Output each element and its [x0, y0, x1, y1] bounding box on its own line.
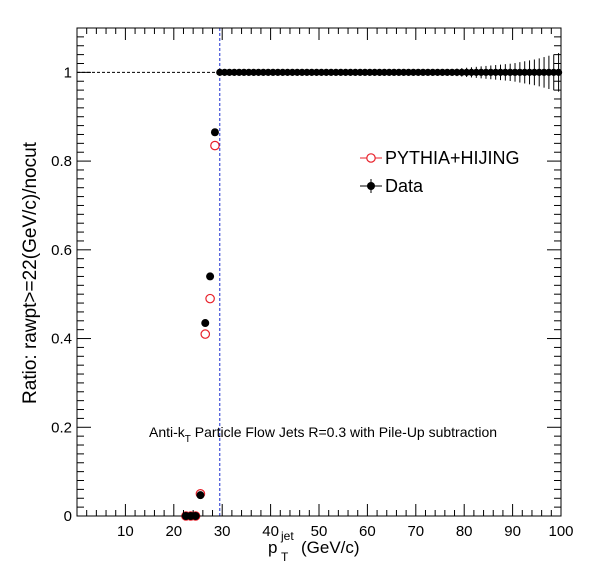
x-tick-label: 90 [504, 523, 521, 540]
data-point [196, 491, 205, 500]
x-axis-label: p [268, 538, 277, 557]
y-tick-label: 0.4 [51, 331, 72, 348]
legend-marker-data [367, 182, 375, 190]
legend: PYTHIA+HIJING Data [360, 148, 520, 196]
data-point [201, 319, 210, 328]
y-tick-label: 0 [64, 508, 72, 525]
x-axis-label-main: p [268, 538, 277, 557]
annotation-label: Anti-kT Particle Flow Jets R=0.3 with Pi… [149, 424, 497, 445]
x-axis-label-sup: jet [280, 529, 294, 543]
annotation-post: Particle Flow Jets R=0.3 with Pile-Up su… [191, 424, 497, 440]
y-axis-label: Ratio: rawpt>=22(GeV/c)/nocut [20, 141, 41, 404]
x-tick-label: 40 [262, 523, 279, 540]
y-tick-label: 1 [64, 64, 72, 81]
pythia-point [200, 329, 211, 339]
x-tick-label: 100 [548, 523, 573, 540]
x-tick-label: 50 [311, 523, 328, 540]
x-axis-label-sub: T [281, 550, 289, 564]
data-point [206, 272, 215, 281]
x-tick-label: 60 [359, 523, 376, 540]
x-axis-label-unit: (GeV/c) [301, 538, 360, 557]
annotation-pre: Anti-k [149, 424, 186, 440]
x-tick-label: 30 [214, 523, 231, 540]
y-tick-label: 0.2 [51, 419, 72, 436]
x-tick-label: 10 [117, 523, 134, 540]
y-tick-label: 0.8 [51, 153, 72, 170]
y-tick-label: 0.6 [51, 242, 72, 259]
legend-marker-pythia [366, 153, 376, 163]
data-point [210, 128, 219, 137]
legend-label-data: Data [385, 176, 424, 196]
pythia-point [205, 293, 215, 304]
pythia-point [210, 140, 220, 151]
x-tick-label: 80 [456, 523, 473, 540]
x-tick-label: 70 [407, 523, 424, 540]
legend-label-pythia: PYTHIA+HIJING [385, 148, 520, 168]
annotation-sub: T [185, 434, 191, 445]
x-tick-label: 20 [165, 523, 182, 540]
